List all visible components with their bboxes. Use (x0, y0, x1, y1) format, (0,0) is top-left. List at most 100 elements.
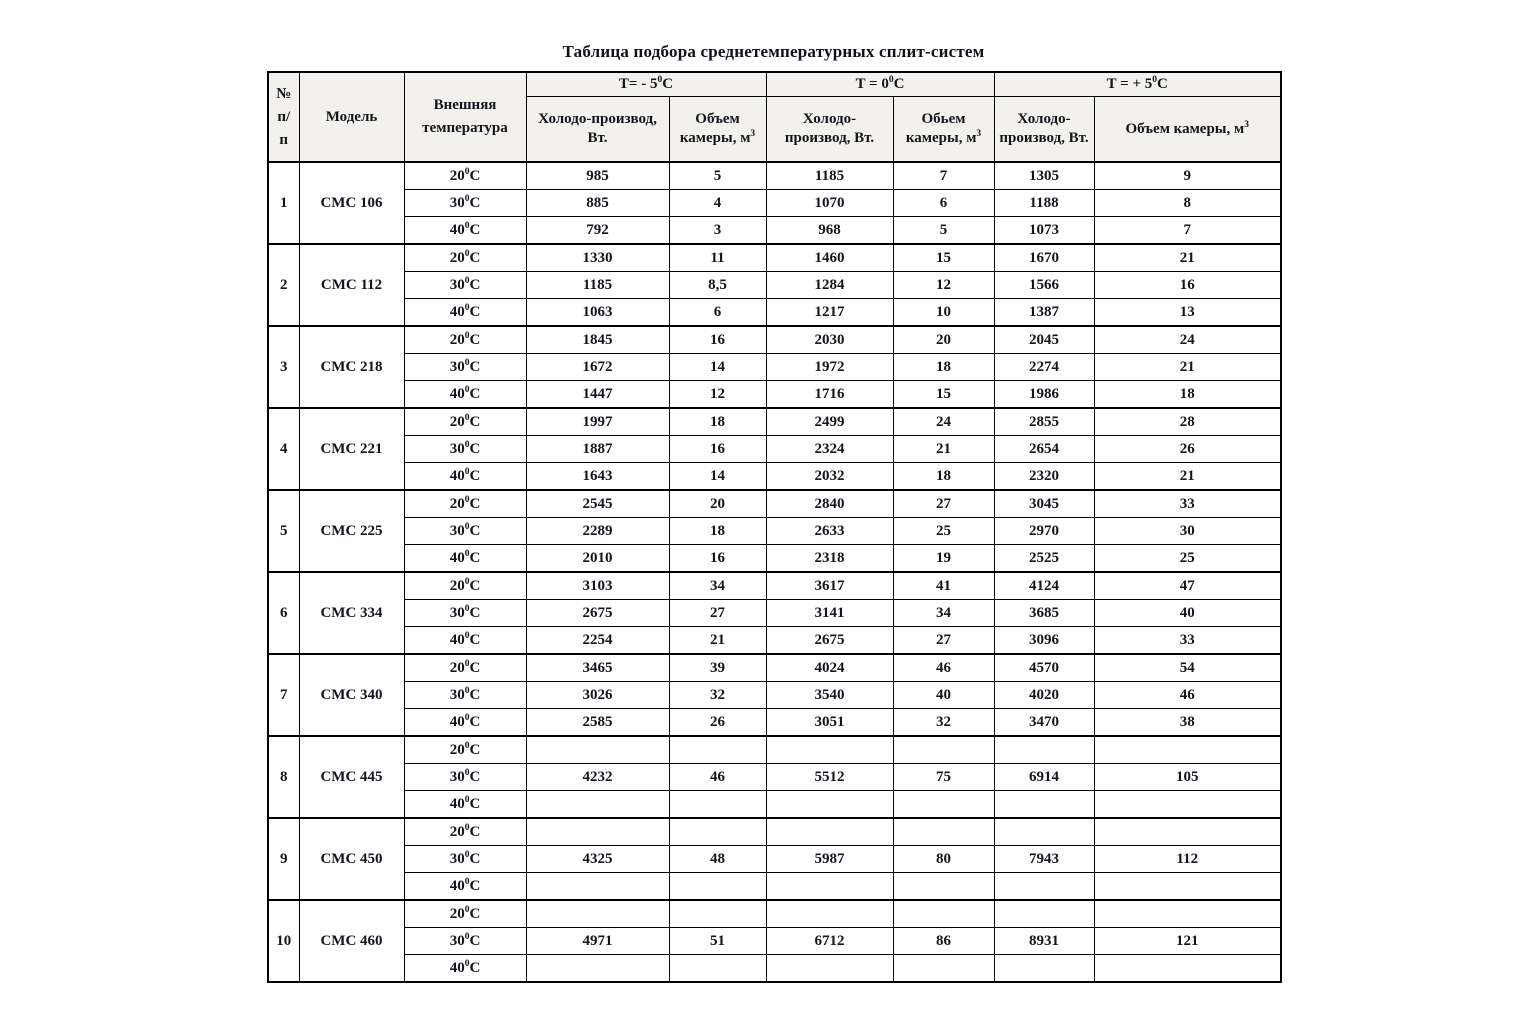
value-cell: 75 (892, 763, 995, 791)
temp-cell: 400C (403, 708, 527, 737)
table-row: 6 СМС 334 200C 3103 34 3617 41 4124 47 (267, 571, 1282, 655)
value-cell (1093, 954, 1282, 983)
value-cell (1093, 899, 1282, 928)
temp-cell: 300C (403, 845, 527, 873)
value-cell: 1997 (525, 407, 670, 436)
group-header-plus5: T = + 50C (993, 71, 1282, 97)
temp-cell: 400C (403, 872, 527, 901)
value-cell: 1188 (993, 189, 1095, 217)
value-cell: 26 (668, 708, 767, 737)
value-cell: 5512 (765, 763, 894, 791)
value-cell: 2030 (765, 325, 894, 354)
value-cell: 4325 (525, 845, 670, 873)
value-cell: 7943 (993, 845, 1095, 873)
value-cell: 1986 (993, 380, 1095, 409)
table-header: № п/ п Модель Внешняя температура T= - 5… (267, 71, 1282, 163)
model-cell: СМС 218 (298, 325, 405, 409)
value-cell (892, 899, 995, 928)
temp-cell: 300C (403, 927, 527, 955)
table-row: 5 СМС 225 200C 2545 20 2840 27 3045 33 (267, 489, 1282, 573)
value-cell: 3103 (525, 571, 670, 600)
value-cell: 1284 (765, 271, 894, 299)
value-cell (892, 954, 995, 983)
table-row: 400C 1063 6 1217 10 1387 13 (268, 298, 1282, 327)
sub-header-row: Холодо-производ, Вт. Объем камеры, м3 Хо… (268, 96, 1282, 163)
value-cell: 34 (668, 571, 767, 600)
temp-cell: 300C (403, 599, 527, 627)
value-cell: 7 (1093, 216, 1282, 245)
value-cell: 985 (525, 161, 670, 190)
row-number: 7 (267, 653, 300, 737)
table-row: 8 СМС 445 200C (267, 735, 1282, 819)
value-cell: 40 (1093, 599, 1282, 627)
row-number: 6 (267, 571, 300, 655)
value-cell (765, 790, 894, 819)
value-cell: 46 (892, 653, 995, 682)
value-cell: 2045 (993, 325, 1095, 354)
table-row: 300C 1887 16 2324 21 2654 26 (268, 435, 1282, 463)
col-header-volume-zero: Обьем камеры, м3 (892, 96, 995, 163)
value-cell: 18 (668, 517, 767, 545)
page-title: Таблица подбора среднетемпературных спли… (562, 42, 985, 61)
value-cell: 1185 (765, 161, 894, 190)
row-number: 1 (267, 161, 300, 245)
value-cell: 1460 (765, 243, 894, 272)
value-cell: 32 (892, 708, 995, 737)
value-cell: 13 (1093, 298, 1282, 327)
value-cell (993, 954, 1095, 983)
table-row: 400C 2254 21 2675 27 3096 33 (268, 626, 1282, 655)
value-cell: 2675 (525, 599, 670, 627)
row-number: 2 (267, 243, 300, 327)
value-cell: 32 (668, 681, 767, 709)
value-cell: 21 (1093, 353, 1282, 381)
temp-cell: 400C (403, 216, 527, 245)
value-cell: 18 (892, 353, 995, 381)
value-cell: 3470 (993, 708, 1095, 737)
value-cell: 2840 (765, 489, 894, 518)
value-cell (892, 790, 995, 819)
table-row: 4 СМС 221 200C 1997 18 2499 24 2855 28 (267, 407, 1282, 491)
value-cell: 25 (1093, 544, 1282, 573)
value-cell (765, 872, 894, 901)
table-body: 1 СМС 106 200C 985 5 1185 7 1305 9 300C 885 4 1070 6 1… (267, 161, 1282, 983)
value-cell: 3 (668, 216, 767, 245)
value-cell: 38 (1093, 708, 1282, 737)
table-row: 300C 4971 51 6712 86 8931 121 (268, 927, 1282, 955)
value-cell: 121 (1093, 927, 1282, 955)
value-cell (993, 790, 1095, 819)
value-cell: 1063 (525, 298, 670, 327)
value-cell: 20 (668, 489, 767, 518)
value-cell: 2633 (765, 517, 894, 545)
value-cell: 6 (892, 189, 995, 217)
value-cell: 3096 (993, 626, 1095, 655)
value-cell: 2545 (525, 489, 670, 518)
value-cell: 4124 (993, 571, 1095, 600)
value-cell: 2274 (993, 353, 1095, 381)
temp-cell: 400C (403, 462, 527, 491)
value-cell: 30 (1093, 517, 1282, 545)
value-cell: 4232 (525, 763, 670, 791)
temp-cell: 300C (403, 435, 527, 463)
temp-cell: 400C (403, 790, 527, 819)
value-cell: 18 (892, 462, 995, 491)
row-number: 9 (267, 817, 300, 901)
row-number: 8 (267, 735, 300, 819)
value-cell (1093, 817, 1282, 846)
table-row: 2 СМС 112 200C 1330 11 1460 15 1670 21 (267, 243, 1282, 327)
value-cell: 14 (668, 353, 767, 381)
value-cell: 1387 (993, 298, 1095, 327)
value-cell: 105 (1093, 763, 1282, 791)
value-cell: 2318 (765, 544, 894, 573)
table-row: 400C 1447 12 1716 15 1986 18 (268, 380, 1282, 409)
value-cell (525, 872, 670, 901)
table-row: 400C 1643 14 2032 18 2320 21 (268, 462, 1282, 491)
col-header-number: № п/ п (267, 71, 300, 163)
value-cell: 21 (892, 435, 995, 463)
value-cell: 1217 (765, 298, 894, 327)
temp-cell: 200C (403, 817, 527, 846)
value-cell: 4024 (765, 653, 894, 682)
value-cell: 2289 (525, 517, 670, 545)
row-number: 5 (267, 489, 300, 573)
value-cell (765, 817, 894, 846)
value-cell: 6 (668, 298, 767, 327)
